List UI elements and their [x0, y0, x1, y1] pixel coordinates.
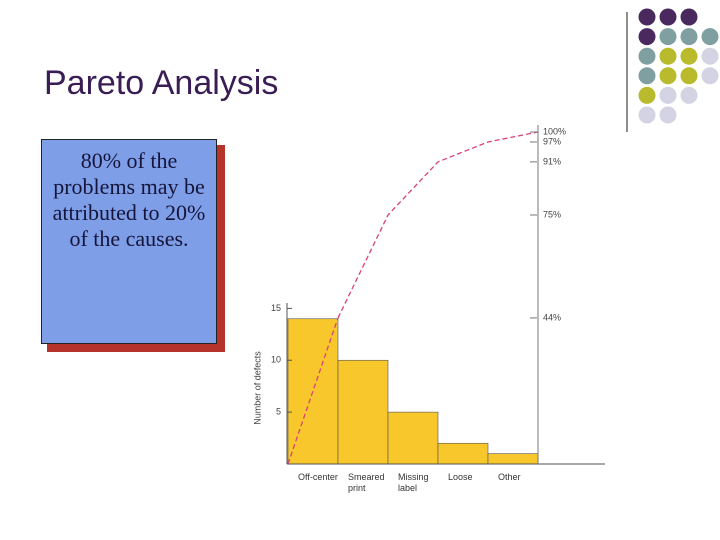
bar: [437, 442, 489, 465]
y2-tick-label: 75%: [543, 209, 561, 219]
dot: [701, 67, 719, 85]
dot: [659, 47, 677, 65]
dot: [638, 8, 656, 26]
y-tick-label: 10: [271, 355, 281, 365]
dot: [659, 28, 677, 46]
dot: [638, 28, 656, 46]
y-tick-label: 15: [271, 303, 281, 313]
x-tick-label: Other: [498, 472, 521, 482]
dot: [701, 47, 719, 65]
dot: [638, 86, 656, 104]
bar: [337, 359, 389, 465]
slide-title: Pareto Analysis: [44, 64, 279, 102]
dot: [680, 28, 698, 46]
line-start: [287, 317, 339, 465]
dot: [680, 47, 698, 65]
y-axis-label: Number of defects: [252, 351, 262, 425]
dot: [680, 86, 698, 104]
x-tick-label: Loose: [448, 472, 473, 482]
y2-tick-label: 100%: [543, 126, 566, 136]
bar: [487, 453, 539, 465]
dot: [659, 67, 677, 85]
dot-grid: [638, 8, 719, 124]
dot: [659, 106, 677, 124]
y2-tick-label: 91%: [543, 156, 561, 166]
y2-tick-label: 44%: [543, 312, 561, 322]
dot: [659, 86, 677, 104]
dot: [638, 106, 656, 124]
bar: [387, 411, 439, 465]
x-tick-label: Off-center: [298, 472, 338, 482]
dot: [638, 47, 656, 65]
dot: [638, 67, 656, 85]
dot: [701, 28, 719, 46]
y-tick-label: 5: [276, 407, 281, 417]
y2-tick-label: 97%: [543, 136, 561, 146]
dot: [680, 8, 698, 26]
cumulative-line: [337, 131, 539, 319]
dot: [659, 8, 677, 26]
callout: 80% of the problems may be attributed to…: [41, 139, 217, 344]
x-tick-label: Missing label: [398, 472, 429, 493]
dot: [680, 67, 698, 85]
x-tick-label: Smeared print: [348, 472, 385, 493]
